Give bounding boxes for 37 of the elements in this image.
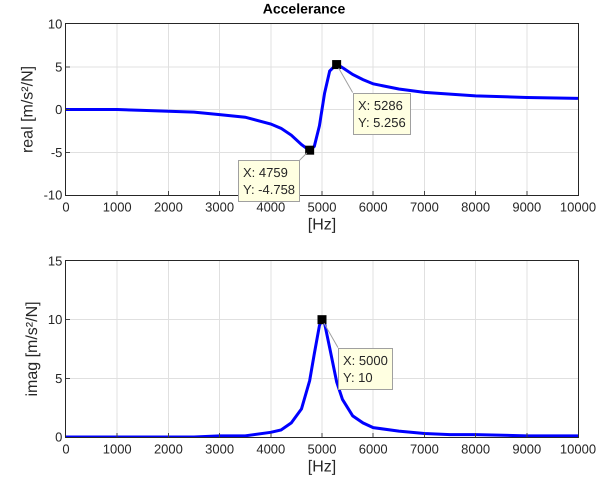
- x-tick-label: 10000: [560, 200, 596, 215]
- x-tick-label: 6000: [358, 200, 388, 215]
- x-tick-label: 9000: [512, 442, 542, 457]
- x-axis-title: [Hz]: [308, 458, 336, 476]
- y-tick-label: 5: [55, 370, 62, 386]
- x-tick-label: 7000: [410, 200, 439, 215]
- annotation: X: 4759 Y: -4.758: [243, 165, 296, 197]
- y-tick-label: 10: [48, 312, 62, 328]
- x-tick-label: 1000: [102, 442, 132, 457]
- x-tick-label: 4000: [256, 442, 286, 457]
- x-tick-label: 6000: [358, 442, 388, 457]
- annotation: X: 5286 Y: 5.256: [358, 98, 406, 130]
- x-tick-label: 8000: [461, 200, 490, 215]
- y-tick-label: -10: [44, 188, 62, 203]
- y-axis-title: real [m/s²/N]: [20, 66, 37, 154]
- y-tick-label: 0: [55, 102, 62, 118]
- y-tick-label: 0: [55, 430, 62, 445]
- x-tick-label: 7000: [410, 442, 439, 457]
- y-tick-label: 15: [48, 254, 62, 269]
- x-axis-title: [Hz]: [308, 216, 336, 234]
- x-tick-label: 2000: [154, 442, 183, 457]
- y-tick-label: 10: [48, 16, 62, 32]
- x-tick-label: 2000: [154, 200, 183, 215]
- x-tick-label: 9000: [512, 200, 542, 215]
- annotation: X: 5000 Y: 10: [343, 353, 388, 385]
- x-tick-label: 3000: [205, 200, 234, 215]
- y-axis-title: imag [m/s²/N]: [24, 301, 41, 397]
- x-tick-label: 5000: [308, 442, 336, 457]
- x-tick-label: 10000: [560, 442, 596, 457]
- y-tick-label: -5: [50, 144, 62, 160]
- x-tick-label: 4000: [256, 200, 286, 215]
- chart-title: Accelerance: [262, 0, 346, 16]
- x-tick-label: 5000: [308, 200, 336, 215]
- x-tick-label: 1000: [102, 200, 132, 215]
- x-tick-label: 8000: [461, 442, 490, 457]
- y-tick-label: 5: [55, 59, 62, 74]
- x-tick-label: 3000: [205, 442, 234, 457]
